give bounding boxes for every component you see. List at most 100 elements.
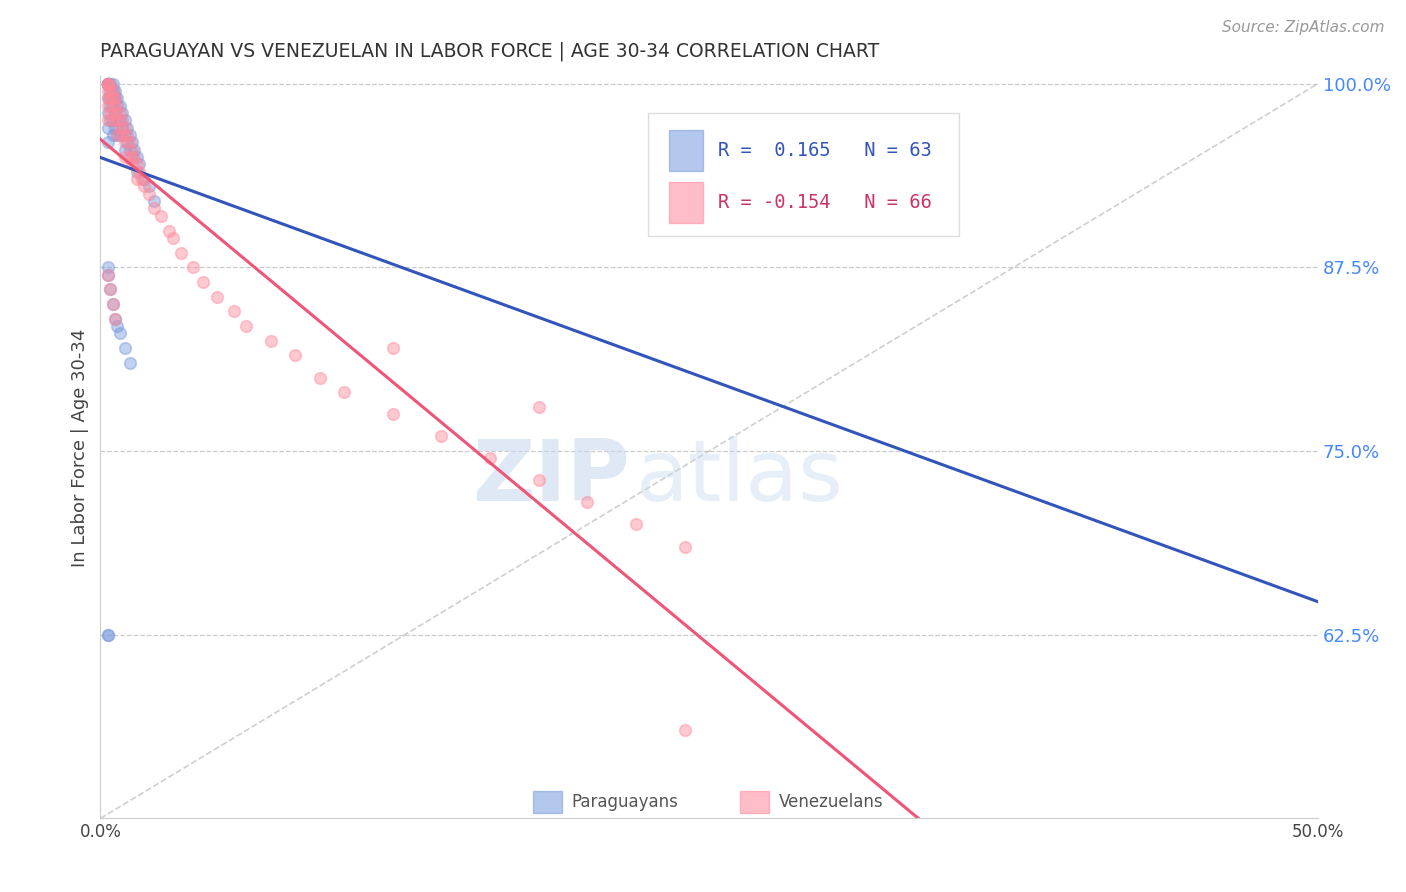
- Point: [108, 326, 131, 341]
- Point: [104, 311, 127, 326]
- Point: [105, 91, 128, 105]
- Point: [97, 106, 120, 120]
- Point: [105, 113, 128, 128]
- Point: [105, 128, 128, 142]
- Point: [527, 400, 550, 414]
- Text: R =  0.165   N = 63: R = 0.165 N = 63: [718, 141, 932, 160]
- Point: [101, 297, 124, 311]
- Point: [97, 98, 120, 112]
- Point: [104, 91, 127, 105]
- Y-axis label: In Labor Force | Age 30-34: In Labor Force | Age 30-34: [72, 328, 89, 566]
- Point: [142, 202, 165, 216]
- Point: [108, 106, 131, 120]
- Point: [105, 113, 128, 128]
- Point: [150, 209, 173, 223]
- Point: [104, 311, 127, 326]
- Point: [128, 165, 150, 179]
- Point: [97, 77, 120, 91]
- Point: [673, 723, 696, 738]
- Point: [157, 223, 180, 237]
- Point: [114, 341, 136, 355]
- Point: [121, 150, 143, 164]
- Point: [97, 77, 120, 91]
- Point: [121, 157, 143, 171]
- Point: [118, 136, 141, 150]
- Point: [131, 172, 153, 186]
- Point: [114, 113, 136, 128]
- Point: [576, 495, 599, 509]
- FancyBboxPatch shape: [669, 130, 703, 171]
- Point: [97, 77, 120, 91]
- Point: [108, 98, 131, 112]
- Point: [224, 304, 246, 318]
- Point: [97, 84, 120, 98]
- Point: [98, 91, 121, 105]
- Point: [97, 91, 120, 105]
- Point: [98, 113, 121, 128]
- Text: PARAGUAYAN VS VENEZUELAN IN LABOR FORCE | AGE 30-34 CORRELATION CHART: PARAGUAYAN VS VENEZUELAN IN LABOR FORCE …: [100, 42, 880, 62]
- Point: [97, 77, 120, 91]
- Point: [114, 143, 136, 157]
- Point: [118, 356, 141, 370]
- Point: [125, 172, 148, 186]
- Text: Paraguayans: Paraguayans: [572, 793, 679, 811]
- Point: [118, 150, 141, 164]
- Point: [162, 231, 184, 245]
- Point: [101, 84, 124, 98]
- Point: [108, 113, 131, 128]
- Point: [381, 341, 404, 355]
- Point: [105, 98, 128, 112]
- Point: [115, 120, 138, 135]
- Point: [124, 150, 146, 164]
- Point: [101, 77, 124, 91]
- Point: [97, 77, 120, 91]
- Point: [125, 157, 148, 171]
- Point: [284, 349, 307, 363]
- Point: [105, 128, 128, 142]
- Text: atlas: atlas: [636, 435, 844, 518]
- Point: [111, 120, 134, 135]
- Point: [97, 77, 120, 91]
- Text: Venezuelans: Venezuelans: [779, 793, 883, 811]
- Point: [111, 128, 134, 142]
- Point: [97, 91, 120, 105]
- Point: [101, 128, 124, 142]
- Point: [134, 179, 156, 194]
- Point: [105, 98, 128, 112]
- Point: [235, 319, 257, 334]
- Point: [104, 91, 127, 105]
- Point: [207, 290, 229, 304]
- Point: [98, 84, 121, 98]
- Point: [97, 77, 120, 91]
- Point: [97, 77, 120, 91]
- Point: [98, 98, 121, 112]
- Point: [108, 120, 131, 135]
- Point: [97, 77, 120, 91]
- Text: Source: ZipAtlas.com: Source: ZipAtlas.com: [1222, 20, 1385, 35]
- Point: [97, 120, 120, 135]
- Point: [114, 120, 136, 135]
- Point: [105, 319, 128, 334]
- Point: [260, 334, 283, 348]
- Point: [333, 385, 356, 400]
- Point: [111, 106, 134, 120]
- Point: [134, 172, 156, 186]
- FancyBboxPatch shape: [533, 791, 562, 814]
- Point: [101, 98, 124, 112]
- Point: [97, 136, 120, 150]
- Point: [114, 128, 136, 142]
- Point: [101, 113, 124, 128]
- Point: [381, 407, 404, 421]
- FancyBboxPatch shape: [648, 113, 959, 235]
- Point: [138, 186, 160, 201]
- Point: [97, 628, 120, 642]
- Point: [97, 260, 120, 275]
- Point: [97, 113, 120, 128]
- Point: [170, 245, 193, 260]
- Point: [125, 150, 148, 164]
- Point: [115, 128, 138, 142]
- Point: [104, 106, 127, 120]
- Point: [527, 474, 550, 488]
- Point: [108, 128, 131, 142]
- Text: ZIP: ZIP: [472, 435, 630, 518]
